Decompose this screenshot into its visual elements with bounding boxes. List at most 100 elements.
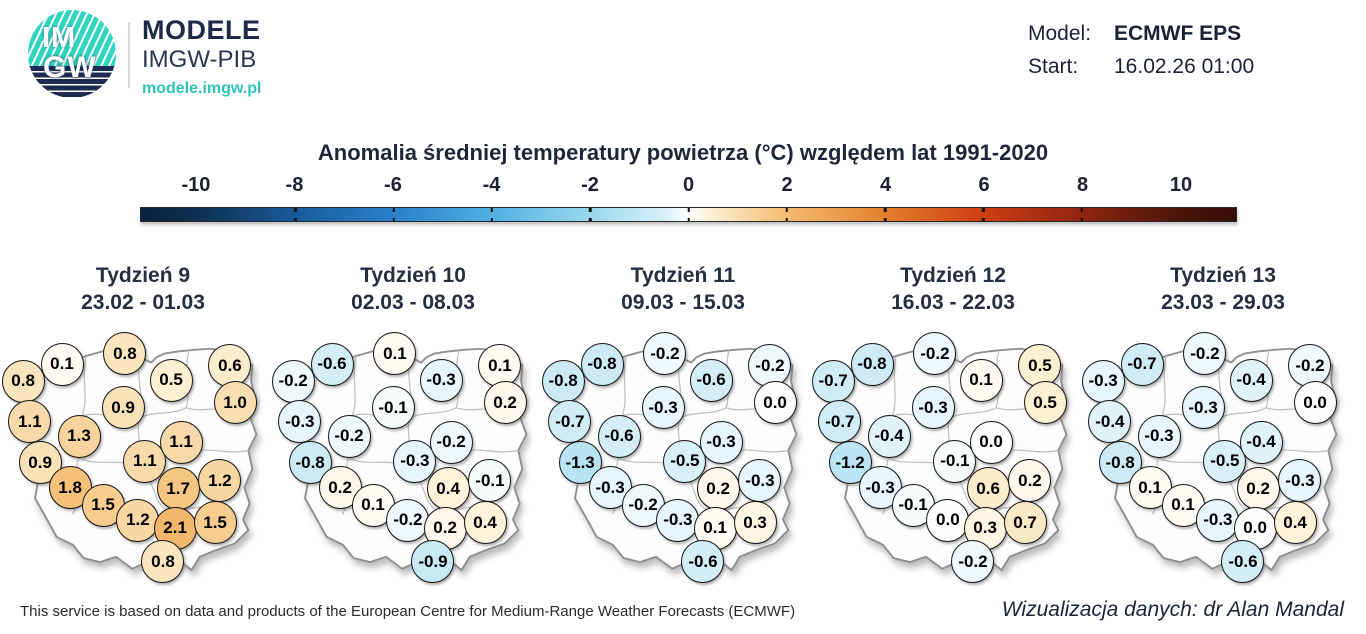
station-value-circle: 0.4 <box>426 467 470 511</box>
station-value-circle: 0.8 <box>103 332 147 376</box>
week-title: Tydzień 10 <box>360 264 466 287</box>
colorbar-tick-label: 4 <box>879 174 892 196</box>
station-value-circle: -0.3 <box>858 466 902 510</box>
station-value-circle: 0.0 <box>926 498 970 542</box>
station-value-circle: 1.1 <box>159 420 203 464</box>
station-value-circle: -0.2 <box>913 332 957 376</box>
station-value-circle: -0.6 <box>597 414 641 458</box>
colorbar-tick-mark <box>883 208 887 212</box>
colorbar-tick-mark <box>490 217 494 221</box>
colorbar-tick-mark <box>1080 208 1084 212</box>
station-value-circle: -0.6 <box>1221 540 1265 584</box>
station-value-circle: -0.3 <box>641 386 685 430</box>
station-value-circle: 1.0 <box>213 381 257 425</box>
poland-map: -0.8 -0.2 -0.6 -0.2 -0.8 -0.7 -0.6 -0.3 0.0 -1.3-… <box>541 328 818 594</box>
station-value-circle: -0.3 <box>1181 386 1225 430</box>
colorbar-tick-mark <box>588 217 592 221</box>
station-value-circle: -0.3 <box>911 386 955 430</box>
week-title: Tydzień 12 <box>900 264 1006 287</box>
week-dates: 23.02 - 01.03 <box>81 291 205 315</box>
station-value-circle: 0.2 <box>1008 459 1052 503</box>
station-value-circle: -0.1 <box>933 439 977 483</box>
colorbar-tick-label: -4 <box>482 174 501 196</box>
station-value-circle: 0.2 <box>483 381 527 425</box>
colorbar-tick-mark <box>883 217 887 221</box>
station-value-circle: 1.3 <box>57 414 101 458</box>
station-value-circle: -0.2 <box>327 414 371 458</box>
colorbar-tick-mark <box>982 208 985 212</box>
station-value-circle: 0.4 <box>1273 501 1317 545</box>
week-dates: 16.03 - 22.03 <box>891 291 1015 315</box>
colorbar-tick-mark <box>687 217 690 221</box>
colorbar-tick-label: 8 <box>1076 174 1089 196</box>
station-value-circle: -0.7 <box>548 400 592 444</box>
station-value-circle: 0.8 <box>1 359 45 403</box>
brand-subtitle: IMGW-PIB <box>142 46 257 74</box>
week-dates: 23.03 - 29.03 <box>1161 291 1285 315</box>
colorbar-tick-label: -2 <box>581 174 599 196</box>
station-value-circle: -0.6 <box>681 540 725 584</box>
station-value-circle: -0.1 <box>371 386 415 430</box>
station-value-circle: -0.5 <box>663 439 707 483</box>
station-value-circle: -0.3 <box>1278 459 1322 503</box>
week-dates: 02.03 - 08.03 <box>351 291 475 315</box>
brand-url-link[interactable]: modele.imgw.pl <box>142 79 262 97</box>
station-value-circle: 0.1 <box>40 342 84 386</box>
station-value-circle: -0.7 <box>818 400 862 444</box>
week-dates: 09.03 - 15.03 <box>621 291 745 315</box>
station-value-circle: 1.7 <box>156 467 200 511</box>
logo-divider <box>128 22 130 88</box>
station-value-circle: 0.0 <box>1233 506 1277 550</box>
colorbar-tick-mark <box>293 208 297 212</box>
station-value-circle: 1.1 <box>123 439 167 483</box>
station-value-circle: 0.5 <box>149 358 193 402</box>
station-value-circle: 0.0 <box>969 420 1013 464</box>
poland-map: 0.1 0.8 0.5 0.6 0.8 1.1 1.3 0.9 1.0 0.9 1.8 1.1 1.1 1… <box>1 328 278 594</box>
station-value-circle: 0.7 <box>1003 501 1047 545</box>
station-value-circle: -0.4 <box>1229 358 1273 402</box>
station-value-circle: 0.1 <box>959 358 1003 402</box>
station-value-circle: -0.3 <box>1196 498 1240 542</box>
station-value-circle: 0.1 <box>373 332 417 376</box>
week-panel: Tydzień 9 23.02 - 01.03 0.1 0.8 0.5 0.6 0.8 1… <box>1 262 278 594</box>
station-value-circle: 1.8 <box>48 466 92 510</box>
station-value-circle: 1.5 <box>193 501 237 545</box>
station-value-circle: -0.2 <box>386 498 430 542</box>
ecmwf-attribution: This service is based on data and produc… <box>20 603 796 620</box>
station-value-circle: -0.7 <box>811 359 855 403</box>
colorbar-tick-label: 0 <box>682 174 695 196</box>
imgw-logo-text-gw: GW <box>43 51 97 84</box>
station-value-circle: 1.2 <box>116 498 160 542</box>
station-value-circle: -0.5 <box>1203 439 1247 483</box>
poland-map: -0.7 -0.2 -0.4 -0.2 -0.3 -0.4 -0.3 -0.3 0.0 -0.8 0… <box>1081 328 1358 594</box>
start-value: 16.02.26 01:00 <box>1114 55 1255 78</box>
station-value-circle: 0.5 <box>1018 344 1062 387</box>
station-value-circle: -0.2 <box>643 332 687 376</box>
station-value-circle: -0.9 <box>411 540 455 584</box>
station-value-circle: -0.3 <box>656 498 700 542</box>
colorbar-tick-label: -6 <box>384 174 402 196</box>
week-title: Tydzień 9 <box>95 264 191 287</box>
station-value-circle: 0.3 <box>733 501 777 545</box>
week-panel: Tydzień 13 23.03 - 29.03 -0.7 -0.2 -0.4 -0.… <box>1081 262 1358 594</box>
station-value-circle: -0.2 <box>951 540 995 584</box>
station-value-circle: 0.2 <box>696 467 740 511</box>
colorbar-tick-label: 6 <box>978 174 990 196</box>
colorbar-tick-labels: -10 -8 -6 -4 -2 0 2 4 6 8 10 <box>140 174 1237 200</box>
station-value-circle: -0.2 <box>429 420 473 464</box>
model-label: Model: <box>1028 22 1092 45</box>
station-value-circle: -0.3 <box>278 400 322 444</box>
station-value-circle: -0.3 <box>393 439 437 483</box>
station-value-circle: -0.2 <box>271 359 315 403</box>
colorbar-tick-mark <box>588 208 592 212</box>
poland-map: -0.8 -0.2 0.1 0.5 -0.7 -0.7 -0.4 -0.3 0.5 -1.2 -0.… <box>811 328 1088 594</box>
station-value-circle: -0.7 <box>1120 342 1164 386</box>
week-title: Tydzień 13 <box>1170 264 1276 287</box>
station-value-circle: 0.1 <box>351 483 395 527</box>
model-value: ECMWF EPS <box>1114 22 1242 45</box>
colorbar-tick-mark <box>687 208 690 212</box>
week-panel: Tydzień 11 09.03 - 15.03 -0.8 -0.2 -0.6 -0.… <box>541 262 818 594</box>
station-value-circle: -0.6 <box>689 358 733 402</box>
station-value-circle: 0.2 <box>1236 467 1280 511</box>
station-value-circle: -0.4 <box>1239 420 1283 464</box>
